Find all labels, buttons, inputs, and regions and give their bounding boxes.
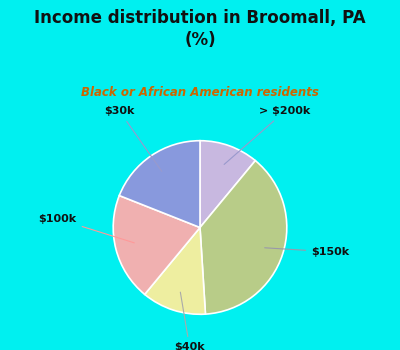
Text: $150k: $150k — [265, 247, 349, 257]
Text: $40k: $40k — [174, 292, 205, 350]
Text: Income distribution in Broomall, PA
(%): Income distribution in Broomall, PA (%) — [34, 9, 366, 49]
Text: Black or African American residents: Black or African American residents — [81, 86, 319, 99]
Wedge shape — [145, 228, 206, 314]
Text: $30k: $30k — [104, 106, 162, 172]
Wedge shape — [113, 196, 200, 294]
Wedge shape — [200, 141, 255, 228]
Wedge shape — [200, 161, 287, 314]
Text: > $200k: > $200k — [224, 106, 310, 164]
Text: $100k: $100k — [39, 214, 134, 243]
Wedge shape — [119, 141, 200, 228]
